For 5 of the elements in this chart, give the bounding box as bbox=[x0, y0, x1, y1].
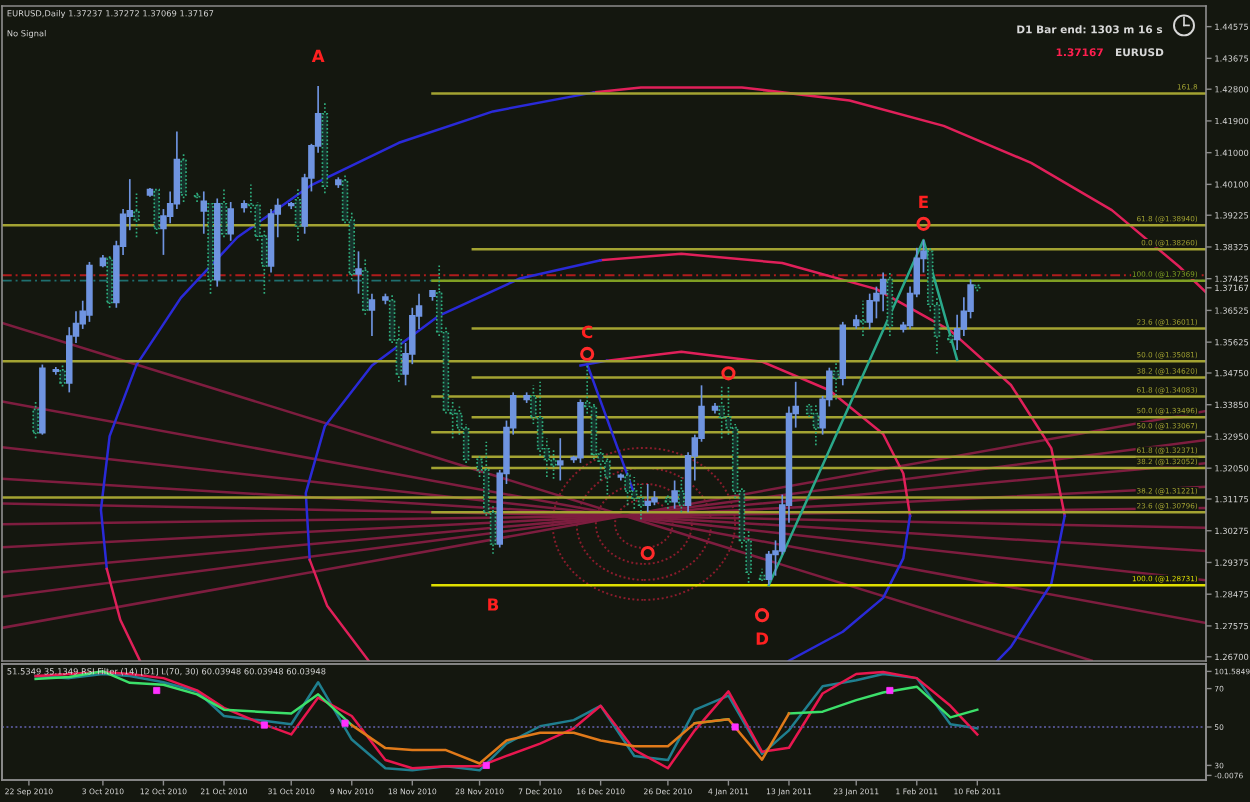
annotation: C bbox=[581, 325, 593, 339]
annotation: E bbox=[919, 195, 928, 209]
annotation: A bbox=[311, 49, 325, 63]
annotation: D bbox=[756, 632, 769, 645]
annotation: B bbox=[488, 598, 499, 611]
